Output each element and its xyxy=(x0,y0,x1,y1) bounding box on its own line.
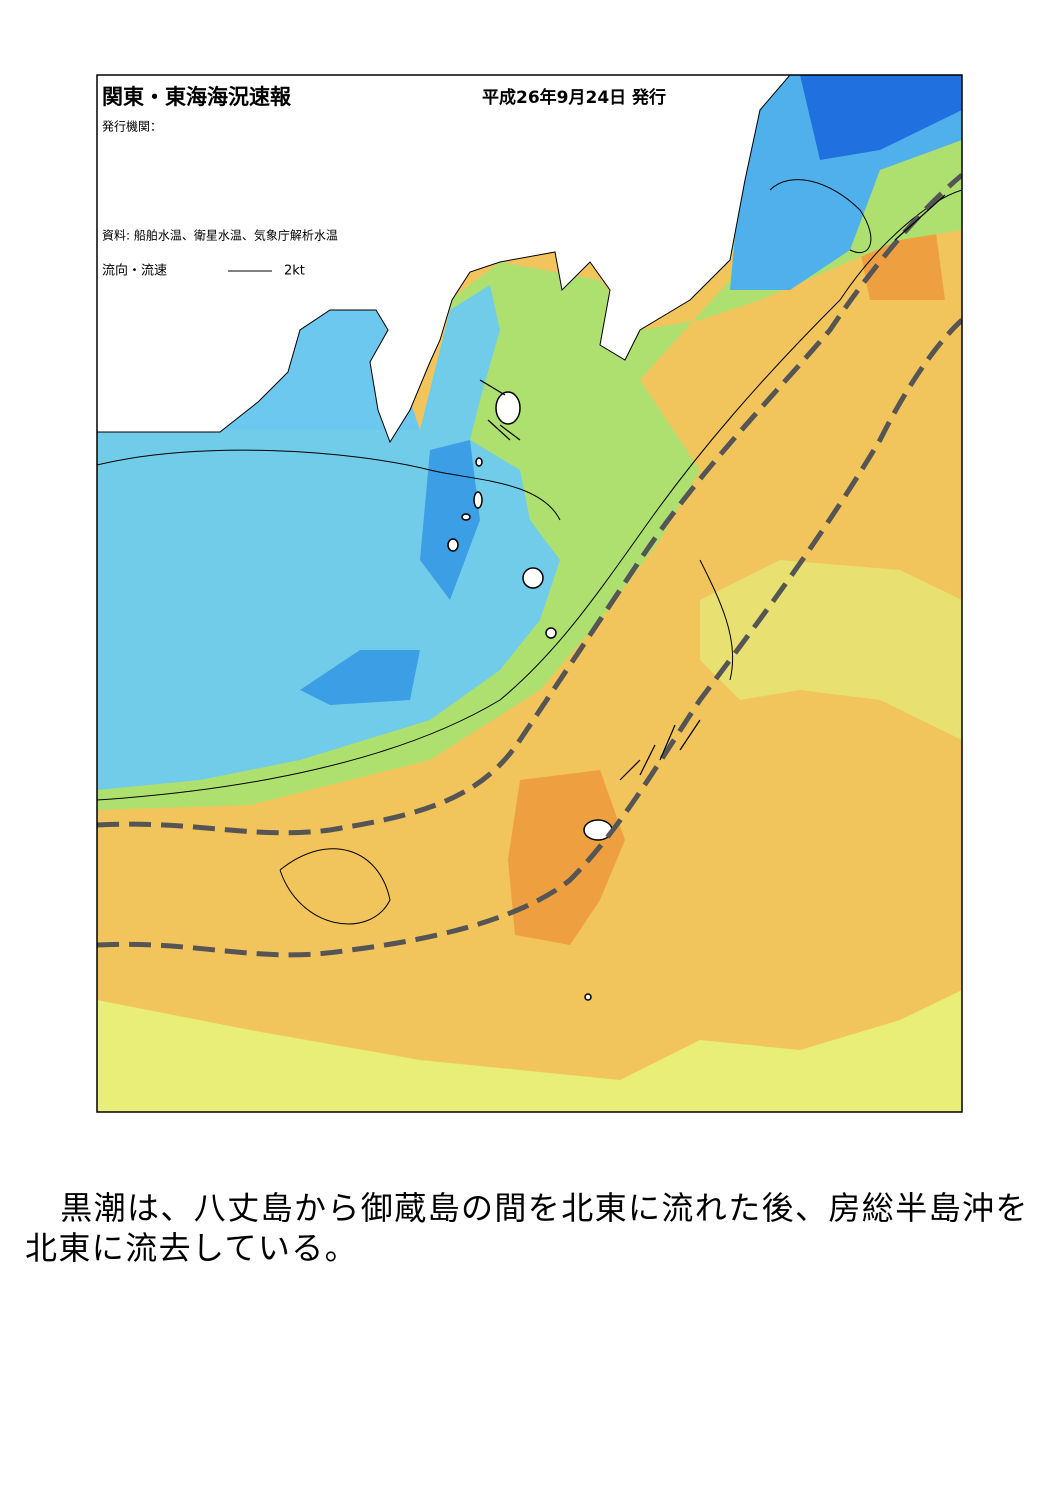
sea-zone xyxy=(700,560,962,740)
sea-zone xyxy=(300,650,420,705)
data-source: 資料: 船舶水温、衛星水温、気象庁解析水温 xyxy=(102,228,338,243)
sea-zone xyxy=(508,770,625,945)
kuroshio-axis xyxy=(97,173,962,958)
legend-scale: 2kt xyxy=(284,264,305,279)
island xyxy=(495,391,521,425)
isotherms xyxy=(97,179,962,925)
island xyxy=(461,513,471,521)
publisher-label: 発行機関： xyxy=(102,119,162,134)
sea-zone xyxy=(800,75,962,160)
land xyxy=(97,75,791,444)
island xyxy=(522,567,544,589)
sea-zone xyxy=(97,990,962,1112)
sea-zone xyxy=(97,285,560,790)
sea-temperature-map xyxy=(97,75,962,1112)
map-frame xyxy=(96,74,963,1113)
issue-date: 平成26年9月24日 発行 xyxy=(482,87,666,108)
island xyxy=(584,993,592,1001)
current-arrows xyxy=(479,194,946,781)
legend-label: 流向・流速 xyxy=(102,263,167,279)
map-title: 関東・東海海況速報 xyxy=(102,85,292,109)
islands xyxy=(447,391,613,1001)
island xyxy=(475,457,483,467)
island xyxy=(473,491,483,509)
island xyxy=(545,627,557,639)
sea-zone xyxy=(420,440,480,600)
island xyxy=(447,538,459,552)
summary-text: 黒潮は、八丈島から御蔵島の間を北東に流れた後、房総半島沖を北東に流去している。 xyxy=(25,1189,1029,1267)
